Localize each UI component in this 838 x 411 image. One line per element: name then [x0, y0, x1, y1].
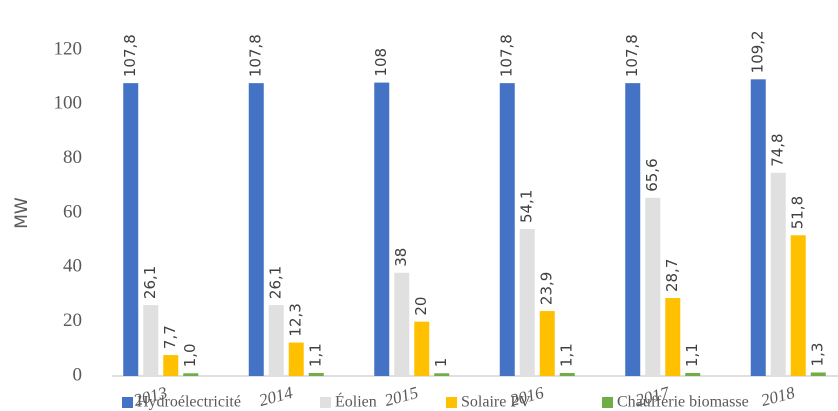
data-label: 28,7 [663, 259, 681, 292]
y-tick-label: 100 [54, 93, 83, 114]
legend-label: Chaufferie biomasse [617, 394, 749, 411]
data-label: 1,1 [683, 343, 701, 367]
y-tick-label: 120 [54, 38, 83, 59]
y-tick-label: 60 [63, 201, 82, 222]
y-tick-label: 40 [63, 256, 82, 277]
bar [519, 229, 535, 376]
bar [559, 373, 575, 376]
bar [163, 355, 179, 376]
data-label: 109,2 [749, 30, 767, 73]
data-label: 12,3 [287, 303, 305, 336]
bar [625, 83, 641, 376]
bar [248, 83, 264, 376]
data-label: 1,0 [181, 343, 199, 367]
data-label: 38 [392, 248, 410, 267]
data-label: 1,3 [809, 343, 827, 367]
bar [268, 305, 284, 376]
legend-label: Éolien [335, 392, 377, 411]
data-label: 20 [412, 297, 430, 316]
bar [685, 373, 701, 376]
data-label: 107,8 [121, 34, 139, 77]
bar [499, 83, 515, 376]
y-axis-label: MW [12, 197, 32, 229]
data-label: 7,7 [161, 325, 179, 349]
legend-swatch [602, 397, 613, 408]
bar [394, 272, 410, 376]
bar [288, 342, 304, 376]
x-tick-label: 2014 [257, 383, 295, 410]
data-label: 107,8 [498, 34, 516, 77]
bar [183, 373, 199, 376]
bar [434, 373, 450, 376]
x-tick-label: 2018 [759, 383, 797, 410]
y-tick-label: 20 [63, 310, 82, 331]
bar [810, 372, 826, 376]
data-label: 1,1 [307, 343, 325, 367]
bar [308, 373, 324, 376]
bar [539, 311, 555, 376]
legend-label: Solaire PV [461, 394, 531, 411]
data-label: 107,8 [623, 34, 641, 77]
x-tick-label: 2015 [382, 383, 420, 410]
legend-label: Hydroélectricité [137, 394, 241, 411]
bar [790, 235, 806, 376]
data-label: 108 [372, 48, 390, 77]
bar [123, 83, 139, 376]
legend-swatch [320, 397, 331, 408]
y-tick-label: 80 [63, 147, 82, 168]
legend-swatch [122, 397, 133, 408]
bar [414, 321, 430, 376]
bar [374, 82, 390, 376]
bar [665, 298, 681, 376]
data-label: 54,1 [518, 190, 536, 223]
y-tick-label: 0 [73, 364, 83, 385]
data-label: 26,1 [141, 266, 159, 299]
bar [645, 197, 661, 376]
data-label: 74,8 [769, 133, 787, 166]
data-label: 26,1 [267, 266, 285, 299]
data-label: 23,9 [538, 272, 556, 305]
data-label: 65,6 [643, 158, 661, 191]
bar [143, 305, 159, 376]
legend-swatch [446, 397, 457, 408]
data-label: 1,1 [558, 343, 576, 367]
data-label: 107,8 [247, 34, 265, 77]
bar [770, 172, 786, 376]
data-label: 1 [432, 358, 450, 368]
bar [750, 79, 766, 376]
data-label: 51,8 [789, 196, 807, 229]
